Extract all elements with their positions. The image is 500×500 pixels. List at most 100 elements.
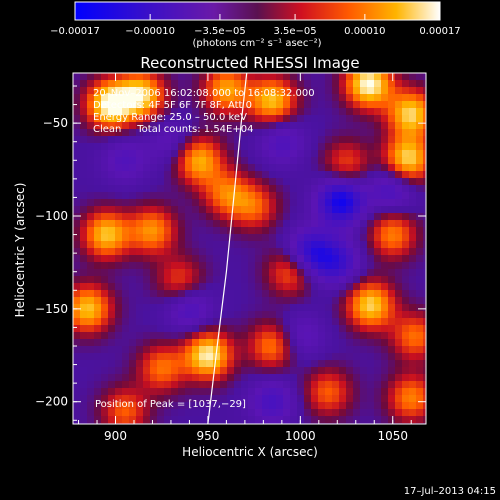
heatmap-cell <box>416 262 424 270</box>
heatmap-cell <box>402 269 410 277</box>
heatmap-cell <box>136 395 144 403</box>
heatmap-cell <box>269 395 277 403</box>
heatmap-cell <box>283 339 291 347</box>
heatmap-cell <box>73 108 81 116</box>
heatmap-cell <box>339 136 347 144</box>
heatmap-cell <box>94 367 102 375</box>
heatmap-cell <box>241 248 249 256</box>
heatmap-cell <box>87 360 95 368</box>
heatmap-cell <box>73 367 81 375</box>
heatmap-cell <box>395 87 403 95</box>
heatmap-cell <box>346 416 354 424</box>
heatmap-cell <box>381 297 389 305</box>
heatmap-cell <box>332 136 340 144</box>
heatmap-cell <box>73 381 81 389</box>
heatmap-cell <box>332 87 340 95</box>
heatmap-cell <box>150 185 158 193</box>
heatmap-cell <box>171 402 179 410</box>
heatmap-cell <box>374 73 382 81</box>
heatmap-cell <box>395 346 403 354</box>
heatmap-cell <box>234 262 242 270</box>
heatmap-cell <box>234 395 242 403</box>
heatmap-cell <box>339 339 347 347</box>
heatmap-cell <box>157 374 165 382</box>
heatmap-cell <box>241 367 249 375</box>
heatmap-cell <box>143 402 151 410</box>
heatmap-cell <box>115 122 123 130</box>
heatmap-cell <box>388 150 396 158</box>
heatmap-cell <box>115 367 123 375</box>
heatmap-cell <box>367 171 375 179</box>
heatmap-cell <box>346 339 354 347</box>
heatmap-cell <box>290 332 298 340</box>
heatmap-cell <box>192 157 200 165</box>
heatmap-cell <box>423 108 426 116</box>
heatmap-cell <box>171 262 179 270</box>
heatmap-cell <box>206 164 214 172</box>
heatmap-cell <box>367 87 375 95</box>
heatmap-cell <box>290 150 298 158</box>
heatmap-cell <box>304 80 312 88</box>
heatmap-cell <box>276 339 284 347</box>
heatmap-cell <box>339 367 347 375</box>
heatmap-cell <box>157 213 165 221</box>
heatmap-cell <box>409 283 417 291</box>
heatmap-cell <box>136 346 144 354</box>
heatmap-cell <box>388 122 396 130</box>
heatmap-cell <box>311 80 319 88</box>
heatmap-cell <box>108 164 116 172</box>
heatmap-cell <box>395 178 403 186</box>
heatmap-cell <box>304 360 312 368</box>
heatmap-cell <box>304 171 312 179</box>
heatmap-cell <box>108 381 116 389</box>
heatmap-cell <box>290 269 298 277</box>
heatmap-cell <box>353 395 361 403</box>
heatmap-cell <box>283 262 291 270</box>
heatmap-cell <box>101 199 109 207</box>
heatmap-cell <box>122 262 130 270</box>
heatmap-cell <box>178 164 186 172</box>
heatmap-cell <box>339 416 347 424</box>
heatmap-cell <box>164 227 172 235</box>
heatmap-cell <box>150 136 158 144</box>
heatmap-cell <box>353 164 361 172</box>
heatmap-cell <box>115 283 123 291</box>
heatmap-cell <box>171 178 179 186</box>
heatmap-cell <box>241 122 249 130</box>
heatmap-cell <box>227 374 235 382</box>
heatmap-cell <box>423 353 426 361</box>
heatmap-cell <box>150 220 158 228</box>
heatmap-cell <box>87 171 95 179</box>
heatmap-cell <box>171 332 179 340</box>
heatmap-cell <box>423 325 426 333</box>
heatmap-cell <box>402 325 410 333</box>
heatmap-cell <box>206 374 214 382</box>
heatmap-cell <box>94 101 102 109</box>
heatmap-cell <box>206 178 214 186</box>
heatmap-cell <box>87 416 95 424</box>
heatmap-cell <box>94 318 102 326</box>
heatmap-cell <box>171 290 179 298</box>
heatmap-cell <box>367 311 375 319</box>
heatmap-cell <box>213 283 221 291</box>
heatmap-cell <box>346 325 354 333</box>
heatmap-cell <box>164 157 172 165</box>
heatmap-cell <box>416 192 424 200</box>
heatmap-cell <box>164 402 172 410</box>
heatmap-cell <box>318 360 326 368</box>
heatmap-cell <box>234 178 242 186</box>
heatmap-cell <box>178 171 186 179</box>
heatmap-cell <box>164 101 172 109</box>
heatmap-cell <box>360 94 368 102</box>
heatmap-cell <box>108 115 116 123</box>
heatmap-cell <box>213 220 221 228</box>
heatmap-cell <box>213 353 221 361</box>
heatmap-cell <box>304 332 312 340</box>
heatmap-cell <box>206 297 214 305</box>
heatmap-cell <box>136 143 144 151</box>
heatmap-cell <box>178 353 186 361</box>
heatmap-cell <box>227 192 235 200</box>
heatmap-cell <box>297 192 305 200</box>
heatmap-cell <box>122 402 130 410</box>
heatmap-cell <box>185 80 193 88</box>
